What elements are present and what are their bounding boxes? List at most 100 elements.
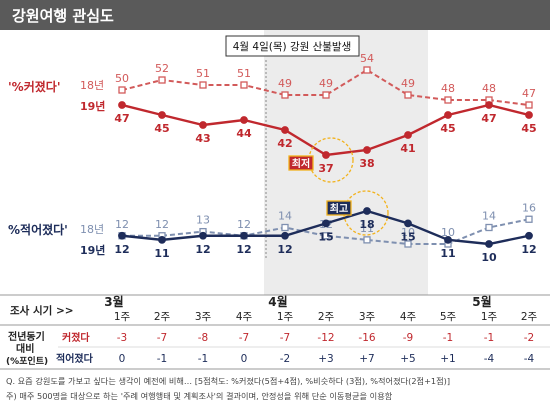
group-label-line1: 전년동기 [8, 330, 45, 343]
increase-2018-value-label: 49 [401, 77, 415, 90]
decrease-2019-value-label: 12 [195, 243, 210, 256]
series-label-increase: '%커졌다' [8, 79, 61, 94]
decrease-2019-point [322, 219, 330, 228]
month-label: 4월 [268, 294, 287, 309]
title-bar [0, 0, 550, 30]
increase-2019-value-label: 45 [440, 122, 455, 135]
week-label: 1주 [481, 311, 498, 323]
decrease-2018-point [404, 240, 412, 248]
highest-highlight-ring [343, 190, 389, 236]
increase-2019-value-label: 38 [359, 157, 374, 170]
month-label: 3월 [104, 294, 123, 309]
curr-year-label-bottom: 19년 [80, 243, 105, 257]
increase-2019-point [444, 111, 452, 119]
week-label: 3주 [359, 311, 376, 323]
increase-2018-point [199, 81, 207, 89]
increase-2019-value-label: 43 [195, 132, 210, 145]
decrease-2018-value-label: 11 [360, 222, 374, 235]
decrease-2019-value-label: 12 [236, 243, 251, 256]
decrease-2018-value-label: 10 [401, 226, 415, 239]
row-increase-cell: -7 [239, 332, 249, 344]
increase-2019-value-label: 45 [521, 122, 536, 135]
row-decrease-cell: 0 [119, 353, 126, 365]
lowest-badge: 최저 [292, 157, 310, 170]
decrease-2019-value-label: 12 [521, 243, 536, 256]
row-decrease-cell: -4 [484, 353, 495, 365]
increase-2018-value-label: 49 [319, 77, 333, 90]
row-increase-cell: -7 [280, 332, 290, 344]
increase-2019-point [485, 101, 493, 109]
increase-2018-point [118, 86, 126, 94]
increase-2019-value-label: 45 [154, 122, 169, 135]
increase-2018-point [240, 81, 248, 89]
increase-2019-value-label: 41 [400, 142, 415, 155]
decrease-2019-point [158, 235, 166, 244]
increase-2018-value-label: 47 [522, 87, 536, 100]
event-label-box [225, 35, 360, 57]
week-label: 1주 [277, 311, 294, 323]
chart-title: 강원여행 관심도 [12, 7, 114, 25]
row-decrease-cell: +5 [400, 353, 415, 365]
increase-2018-point [322, 91, 330, 99]
decrease-2018-point [485, 223, 493, 232]
increase-2019-value-label: 47 [481, 112, 496, 125]
increase-2019-point [240, 116, 248, 124]
row-increase-cell: -1 [484, 332, 494, 344]
group-label-line2: 대비 [16, 342, 34, 355]
increase-2019-value-label: 47 [114, 112, 129, 125]
row-decrease-cell: 0 [241, 353, 248, 365]
decrease-2019-value-label: 12 [114, 243, 129, 256]
decrease-2018-value-label: 13 [196, 214, 210, 227]
row-increase-cell: -12 [317, 332, 334, 344]
prev-year-label-top: 18년 [80, 79, 104, 92]
increase-2018-value-label: 48 [482, 82, 496, 95]
week-labels: 1주 2주 3주 4주 1주 2주 3주 4주 5주 1주 2주 [114, 311, 538, 323]
week-label: 1주 [114, 311, 131, 323]
increase-2019-point [281, 126, 289, 134]
row-increase-cell: -9 [403, 332, 413, 344]
row-increase-cell: -7 [157, 332, 167, 344]
row-increase-cell: -8 [198, 332, 208, 344]
decrease-2019-value-label: 10 [481, 251, 497, 264]
increase-2019-value-label: 44 [236, 127, 252, 140]
series-label-decrease: %적어졌다' [8, 222, 68, 237]
increase-2019-point [322, 151, 330, 159]
increase-2018-line [121, 68, 530, 106]
increase-2018-point [363, 66, 371, 74]
week-label: 5주 [440, 311, 457, 323]
month-label: 5월 [472, 294, 491, 309]
prev-year-label-bottom: 18년 [80, 223, 104, 236]
decrease-2018-value-label: 12 [237, 218, 251, 231]
increase-2018-value-label: 50 [115, 72, 129, 85]
decrease-2019-value-label: 12 [277, 243, 292, 256]
row-decrease-cell: +3 [318, 353, 333, 365]
row-increase-values: -3 -7 -8 -7 -7 -12 -16 -9 -1 -1 -2 [117, 332, 534, 344]
decrease-2018-value-label: 14 [482, 210, 496, 223]
lowest-highlight-ring [308, 137, 354, 183]
row-decrease-cell: +1 [440, 353, 455, 365]
increase-2018-point [404, 91, 412, 99]
row-increase-cell: -3 [117, 332, 127, 344]
month-labels: 3월 4월 5월 [104, 294, 491, 309]
period-header: 조사 시기 >> [10, 304, 74, 317]
decrease-2019-value-label: 11 [440, 247, 455, 260]
increase-2018-point [281, 91, 289, 99]
decrease-2019-value-label: 11 [154, 247, 169, 260]
increase-2018-value-label: 52 [155, 62, 169, 75]
decrease-2019-value-label: 15 [318, 230, 333, 243]
footnote-line2: 주) 매주 500명을 대상으로 하는 '주례 여행행태 및 계획조사'의 결과… [6, 391, 393, 401]
increase-2018-value-label: 54 [360, 52, 374, 65]
decrease-2019-point [240, 231, 248, 240]
increase-2019-point [118, 101, 126, 109]
week-label: 4주 [236, 311, 253, 323]
increase-2019-value-label: 42 [277, 137, 292, 150]
decrease-2018-value-label: 14 [278, 210, 292, 223]
decrease-2018-point [363, 236, 371, 244]
decrease-2019-point [444, 235, 452, 244]
decrease-2018-value-label: 12 [115, 218, 129, 231]
decrease-2019-point [363, 207, 371, 215]
increase-2018-point [525, 101, 533, 109]
decrease-2019-point [525, 231, 533, 240]
